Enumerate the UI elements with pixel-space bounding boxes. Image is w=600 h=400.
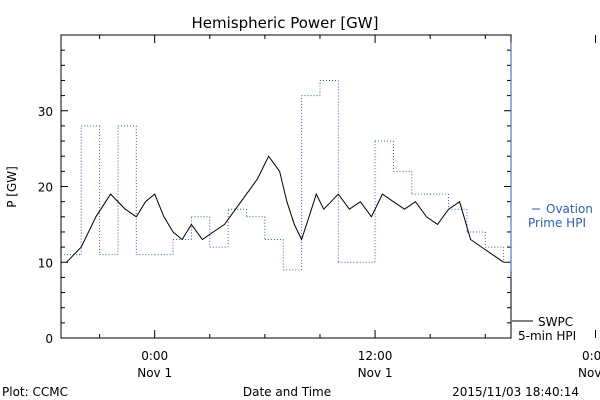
- footer-right: 2015/11/03 18:40:14: [452, 385, 579, 399]
- y-axis-label: P [GW]: [5, 166, 19, 208]
- x-tick-date: Nov 2: [578, 366, 600, 380]
- swpc-series: [66, 155, 504, 263]
- y-ticks: 0 10 20 30: [38, 49, 511, 346]
- x-tick-date: Nov 1: [358, 366, 393, 380]
- footer-center: Date and Time: [243, 385, 331, 399]
- footer-left: Plot: CCMC: [2, 385, 68, 399]
- ovation-legend-label-2: Prime HPI: [528, 216, 586, 230]
- x-tick-time: 0:00: [582, 349, 600, 363]
- y-tick-label: 10: [38, 256, 53, 270]
- y-tick-label: 30: [38, 105, 53, 119]
- swpc-line: [66, 155, 504, 263]
- ovation-series: [61, 42, 512, 278]
- x-tick-time: 12:00: [358, 349, 393, 363]
- swpc-legend-label-2: 5-min HPI: [518, 329, 576, 343]
- y-tick-label: 0: [45, 332, 53, 346]
- y-tick-label: 20: [38, 181, 53, 195]
- swpc-legend-label-1: SWPC: [538, 315, 573, 329]
- ovation-legend-label-1: Ovation: [546, 202, 593, 216]
- plot-frame: [60, 34, 512, 339]
- x-tick-time: 0:00: [141, 349, 168, 363]
- x-tick-date: Nov 1: [137, 366, 172, 380]
- chart-title: Hemispheric Power [GW]: [192, 14, 379, 32]
